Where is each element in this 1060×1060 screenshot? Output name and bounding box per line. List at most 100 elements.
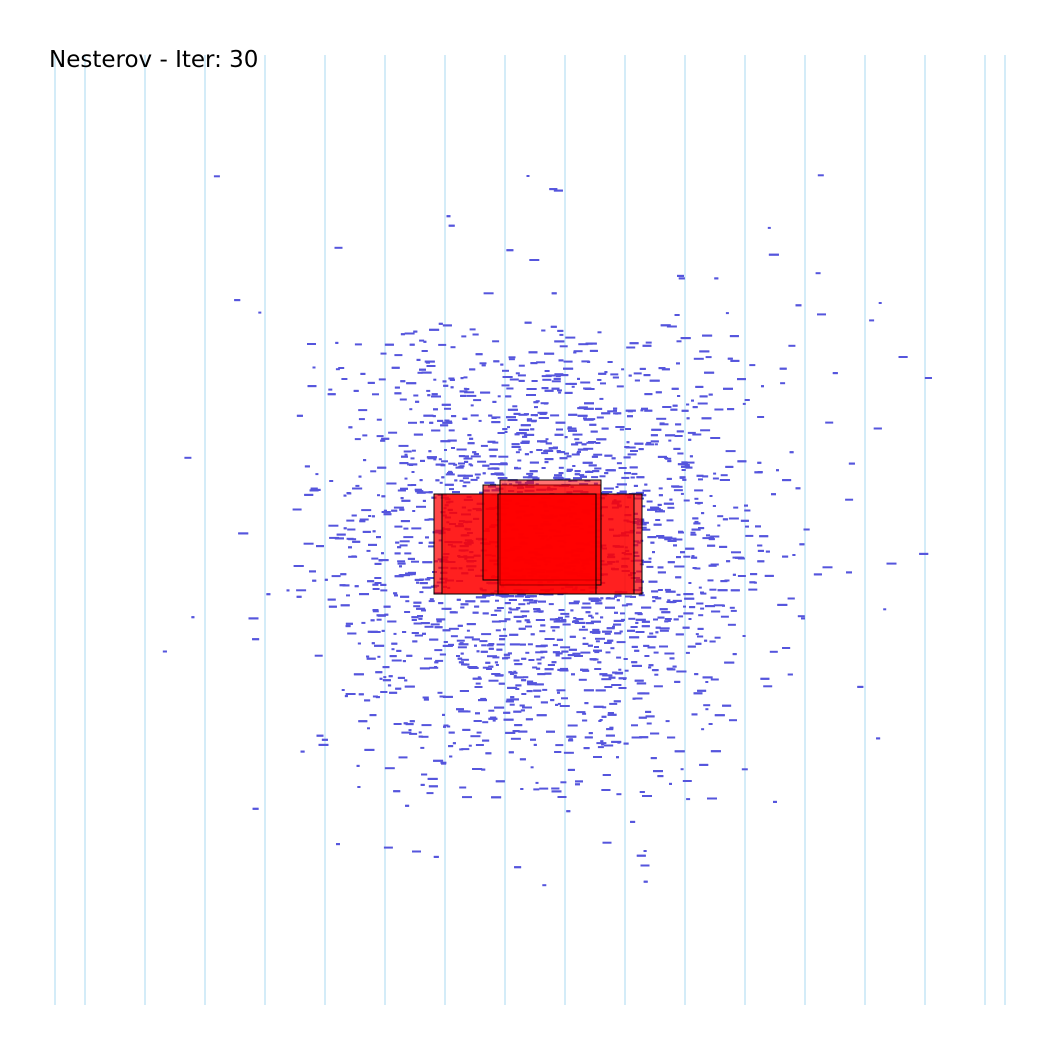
standard-cell — [621, 476, 630, 479]
standard-cell — [554, 751, 562, 753]
standard-cell — [552, 629, 556, 632]
standard-cell — [642, 344, 652, 347]
standard-cell — [495, 629, 501, 632]
standard-cell — [358, 693, 364, 696]
standard-cell — [427, 777, 438, 780]
standard-cell — [503, 718, 514, 721]
standard-cell — [389, 655, 397, 658]
standard-cell — [678, 531, 684, 534]
standard-cell — [515, 688, 520, 690]
standard-cell — [429, 666, 439, 669]
standard-cell — [602, 630, 612, 633]
standard-cell — [409, 732, 418, 735]
standard-cell — [452, 742, 456, 745]
standard-cell — [583, 417, 587, 420]
standard-cell — [669, 657, 675, 660]
standard-cell — [447, 725, 451, 728]
standard-cell — [329, 480, 334, 482]
standard-cell — [442, 713, 445, 716]
standard-cell — [391, 509, 398, 512]
standard-cell — [334, 537, 344, 540]
standard-cell — [533, 401, 539, 404]
standard-cell — [594, 646, 599, 648]
standard-cell — [436, 620, 442, 623]
standard-cell — [555, 654, 560, 657]
standard-cell — [705, 605, 715, 608]
standard-cell — [425, 578, 431, 581]
standard-cell — [361, 509, 372, 512]
standard-cell — [558, 616, 563, 619]
standard-cell — [516, 620, 522, 623]
standard-cell — [581, 606, 592, 609]
standard-cell — [504, 602, 511, 605]
standard-cell — [601, 715, 607, 718]
standard-cell — [757, 416, 765, 418]
standard-cell — [544, 389, 554, 392]
standard-cell — [705, 681, 709, 683]
standard-cell — [676, 362, 680, 365]
standard-cell — [646, 565, 654, 568]
standard-cell — [480, 391, 491, 394]
standard-cell — [701, 728, 705, 731]
standard-cell — [447, 439, 457, 442]
standard-cell — [433, 378, 437, 381]
standard-cell — [355, 484, 360, 487]
standard-cell — [507, 408, 518, 411]
standard-cell — [604, 686, 613, 688]
standard-cell — [744, 399, 750, 401]
standard-cell — [595, 612, 599, 615]
standard-cell — [458, 462, 465, 465]
standard-cell — [427, 518, 435, 521]
standard-cell — [531, 420, 537, 423]
standard-cell — [519, 643, 526, 646]
standard-cell — [732, 573, 736, 576]
standard-cell — [542, 378, 552, 381]
standard-cell — [565, 336, 576, 339]
standard-cell — [744, 509, 751, 512]
standard-cell — [613, 619, 624, 622]
standard-cell — [440, 440, 451, 443]
standard-cell — [402, 660, 406, 663]
standard-cell — [536, 658, 542, 661]
standard-cell — [675, 423, 682, 426]
standard-cell — [584, 702, 589, 705]
standard-cell — [727, 357, 733, 360]
standard-cell — [468, 744, 472, 747]
standard-cell — [652, 596, 659, 599]
standard-cell — [354, 438, 361, 441]
standard-cell — [561, 620, 567, 623]
standard-cell — [643, 850, 647, 852]
standard-cell — [491, 421, 501, 424]
standard-cell — [377, 494, 380, 497]
standard-cell — [413, 330, 418, 333]
standard-cell — [568, 413, 578, 416]
standard-cell — [463, 457, 473, 460]
standard-cell — [699, 350, 710, 353]
standard-cell — [572, 652, 581, 655]
standard-cell — [372, 393, 379, 396]
standard-cell — [530, 633, 535, 636]
standard-cell — [463, 481, 471, 484]
standard-cell — [328, 388, 333, 391]
standard-cell — [393, 506, 404, 509]
standard-cell — [517, 374, 526, 377]
standard-cell — [399, 462, 409, 465]
standard-cell — [360, 372, 366, 375]
standard-cell — [384, 343, 394, 346]
standard-cell — [346, 537, 354, 540]
standard-cell — [551, 387, 560, 390]
standard-cell — [634, 649, 640, 652]
standard-cell — [642, 489, 651, 492]
standard-cell — [483, 292, 494, 295]
standard-cell — [416, 358, 421, 361]
standard-cell — [494, 661, 498, 664]
standard-cell — [374, 582, 382, 584]
standard-cell — [697, 689, 707, 692]
standard-cell — [561, 650, 569, 653]
standard-cell — [580, 381, 591, 384]
standard-cell — [682, 478, 687, 481]
standard-cell — [541, 329, 546, 332]
standard-cell — [558, 391, 562, 394]
standard-cell — [706, 534, 710, 537]
standard-cell — [555, 744, 564, 747]
